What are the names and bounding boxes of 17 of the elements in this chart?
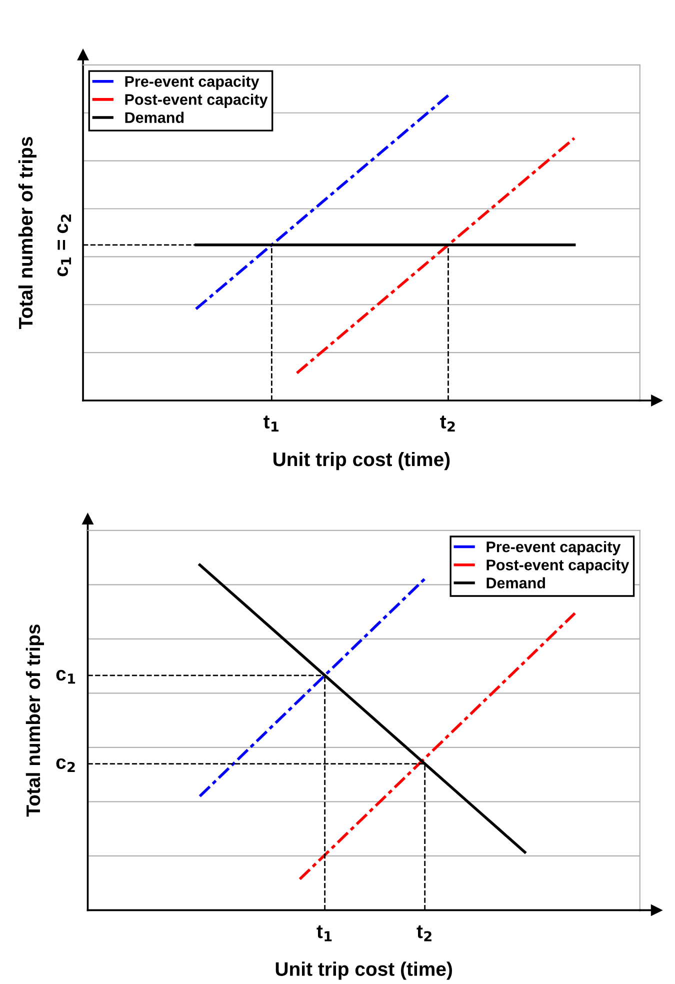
x-tick-label: t$_{1}$	[316, 925, 332, 942]
y-axis-title: Total number of trips	[26, 624, 44, 817]
ref-line-label: c$_{1}$	[56, 670, 76, 684]
legend-label: Pre-event capacity	[125, 76, 260, 90]
legend-label: Post-event capacity	[125, 94, 268, 108]
legend-label: Demand	[125, 112, 184, 123]
legend-label: Post-event capacity	[486, 559, 630, 574]
ref-line-label: c$_{1}$ = c$_{2}$	[57, 214, 72, 276]
y-axis-title: Total number of trips	[18, 137, 36, 329]
x-axis-title: Unit trip cost (time)	[274, 452, 450, 470]
x-tick-label: t$_{1}$	[264, 416, 279, 432]
legend-label: Demand	[486, 577, 545, 588]
ref-line-label: c$_{2}$	[56, 758, 75, 772]
legend-label: Pre-event capacity	[486, 541, 621, 556]
x-tick-label: t$_{2}$	[440, 416, 455, 432]
x-axis-title: Unit trip cost (time)	[276, 962, 452, 980]
x-tick-label: t$_{2}$	[416, 925, 432, 942]
